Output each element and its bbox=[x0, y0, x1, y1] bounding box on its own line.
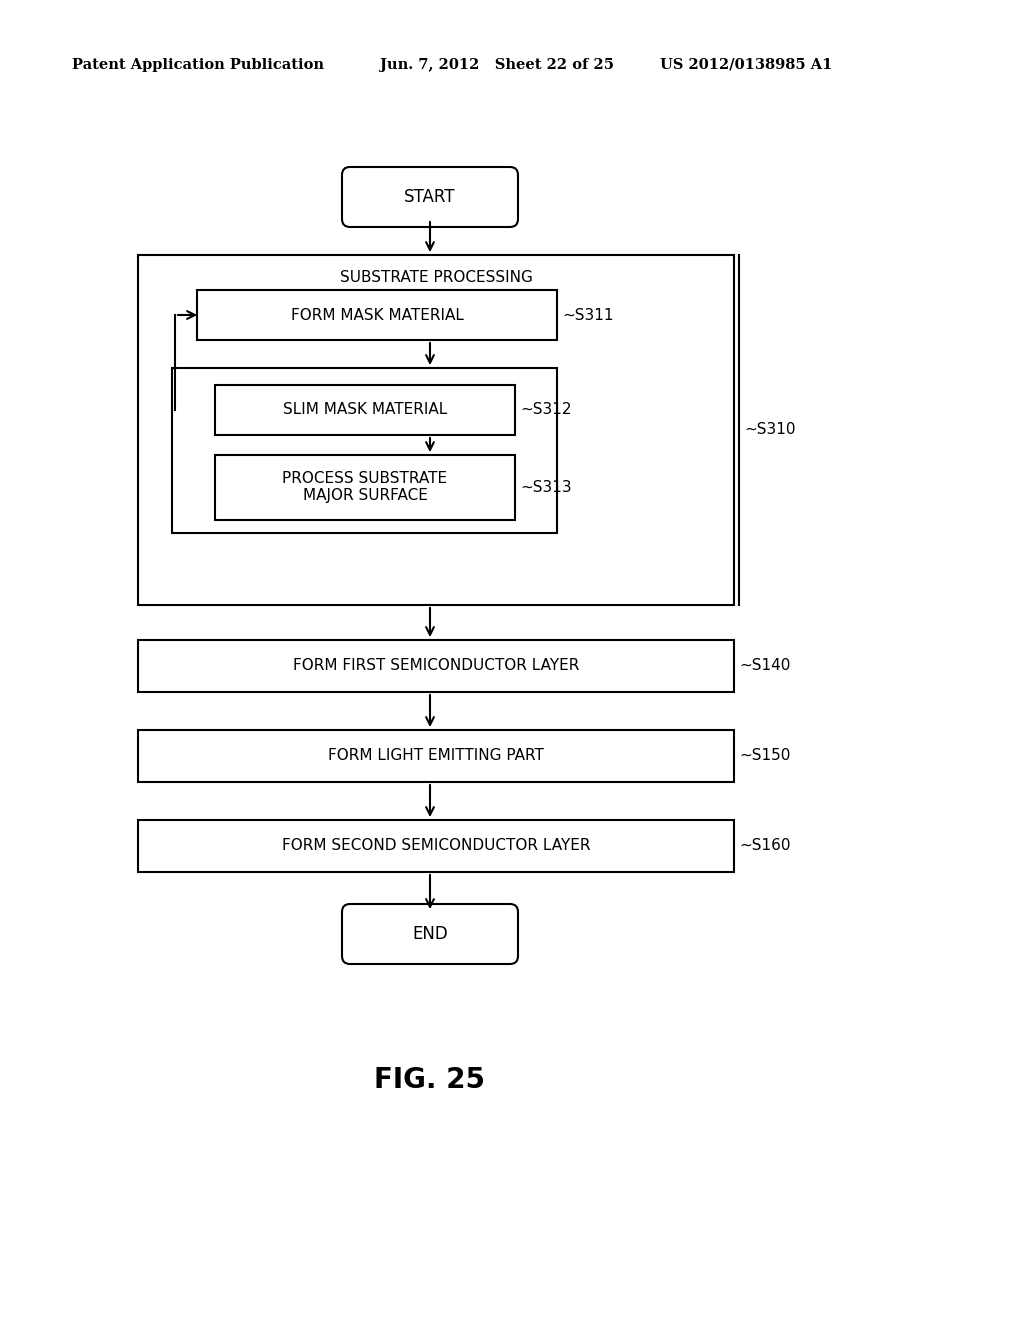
Bar bbox=[138, 820, 734, 873]
Text: END: END bbox=[412, 925, 447, 942]
Text: FORM SECOND SEMICONDUCTOR LAYER: FORM SECOND SEMICONDUCTOR LAYER bbox=[282, 838, 590, 854]
Text: PROCESS SUBSTRATE
MAJOR SURFACE: PROCESS SUBSTRATE MAJOR SURFACE bbox=[283, 471, 447, 503]
Text: ~S311: ~S311 bbox=[562, 308, 613, 322]
Bar bbox=[138, 255, 734, 605]
Text: ~S313: ~S313 bbox=[520, 479, 571, 495]
Text: Patent Application Publication: Patent Application Publication bbox=[72, 58, 324, 73]
Text: FORM LIGHT EMITTING PART: FORM LIGHT EMITTING PART bbox=[328, 748, 544, 763]
Text: FORM FIRST SEMICONDUCTOR LAYER: FORM FIRST SEMICONDUCTOR LAYER bbox=[293, 659, 580, 673]
Text: ~S310: ~S310 bbox=[744, 422, 796, 437]
FancyBboxPatch shape bbox=[342, 904, 518, 964]
Text: ~S150: ~S150 bbox=[739, 748, 791, 763]
Text: ~S312: ~S312 bbox=[520, 403, 571, 417]
FancyBboxPatch shape bbox=[342, 168, 518, 227]
Bar bbox=[197, 290, 557, 341]
Text: START: START bbox=[404, 187, 456, 206]
Bar bbox=[215, 455, 515, 520]
Text: ~S140: ~S140 bbox=[739, 659, 791, 673]
Text: FIG. 25: FIG. 25 bbox=[375, 1067, 485, 1094]
Bar bbox=[138, 730, 734, 781]
Bar bbox=[138, 640, 734, 692]
Bar bbox=[215, 385, 515, 436]
Text: FORM MASK MATERIAL: FORM MASK MATERIAL bbox=[291, 308, 464, 322]
Text: ~S160: ~S160 bbox=[739, 838, 791, 854]
Text: SUBSTRATE PROCESSING: SUBSTRATE PROCESSING bbox=[340, 269, 532, 285]
Bar bbox=[172, 368, 557, 533]
Text: Jun. 7, 2012   Sheet 22 of 25: Jun. 7, 2012 Sheet 22 of 25 bbox=[380, 58, 614, 73]
Text: SLIM MASK MATERIAL: SLIM MASK MATERIAL bbox=[283, 403, 447, 417]
Text: US 2012/0138985 A1: US 2012/0138985 A1 bbox=[660, 58, 833, 73]
